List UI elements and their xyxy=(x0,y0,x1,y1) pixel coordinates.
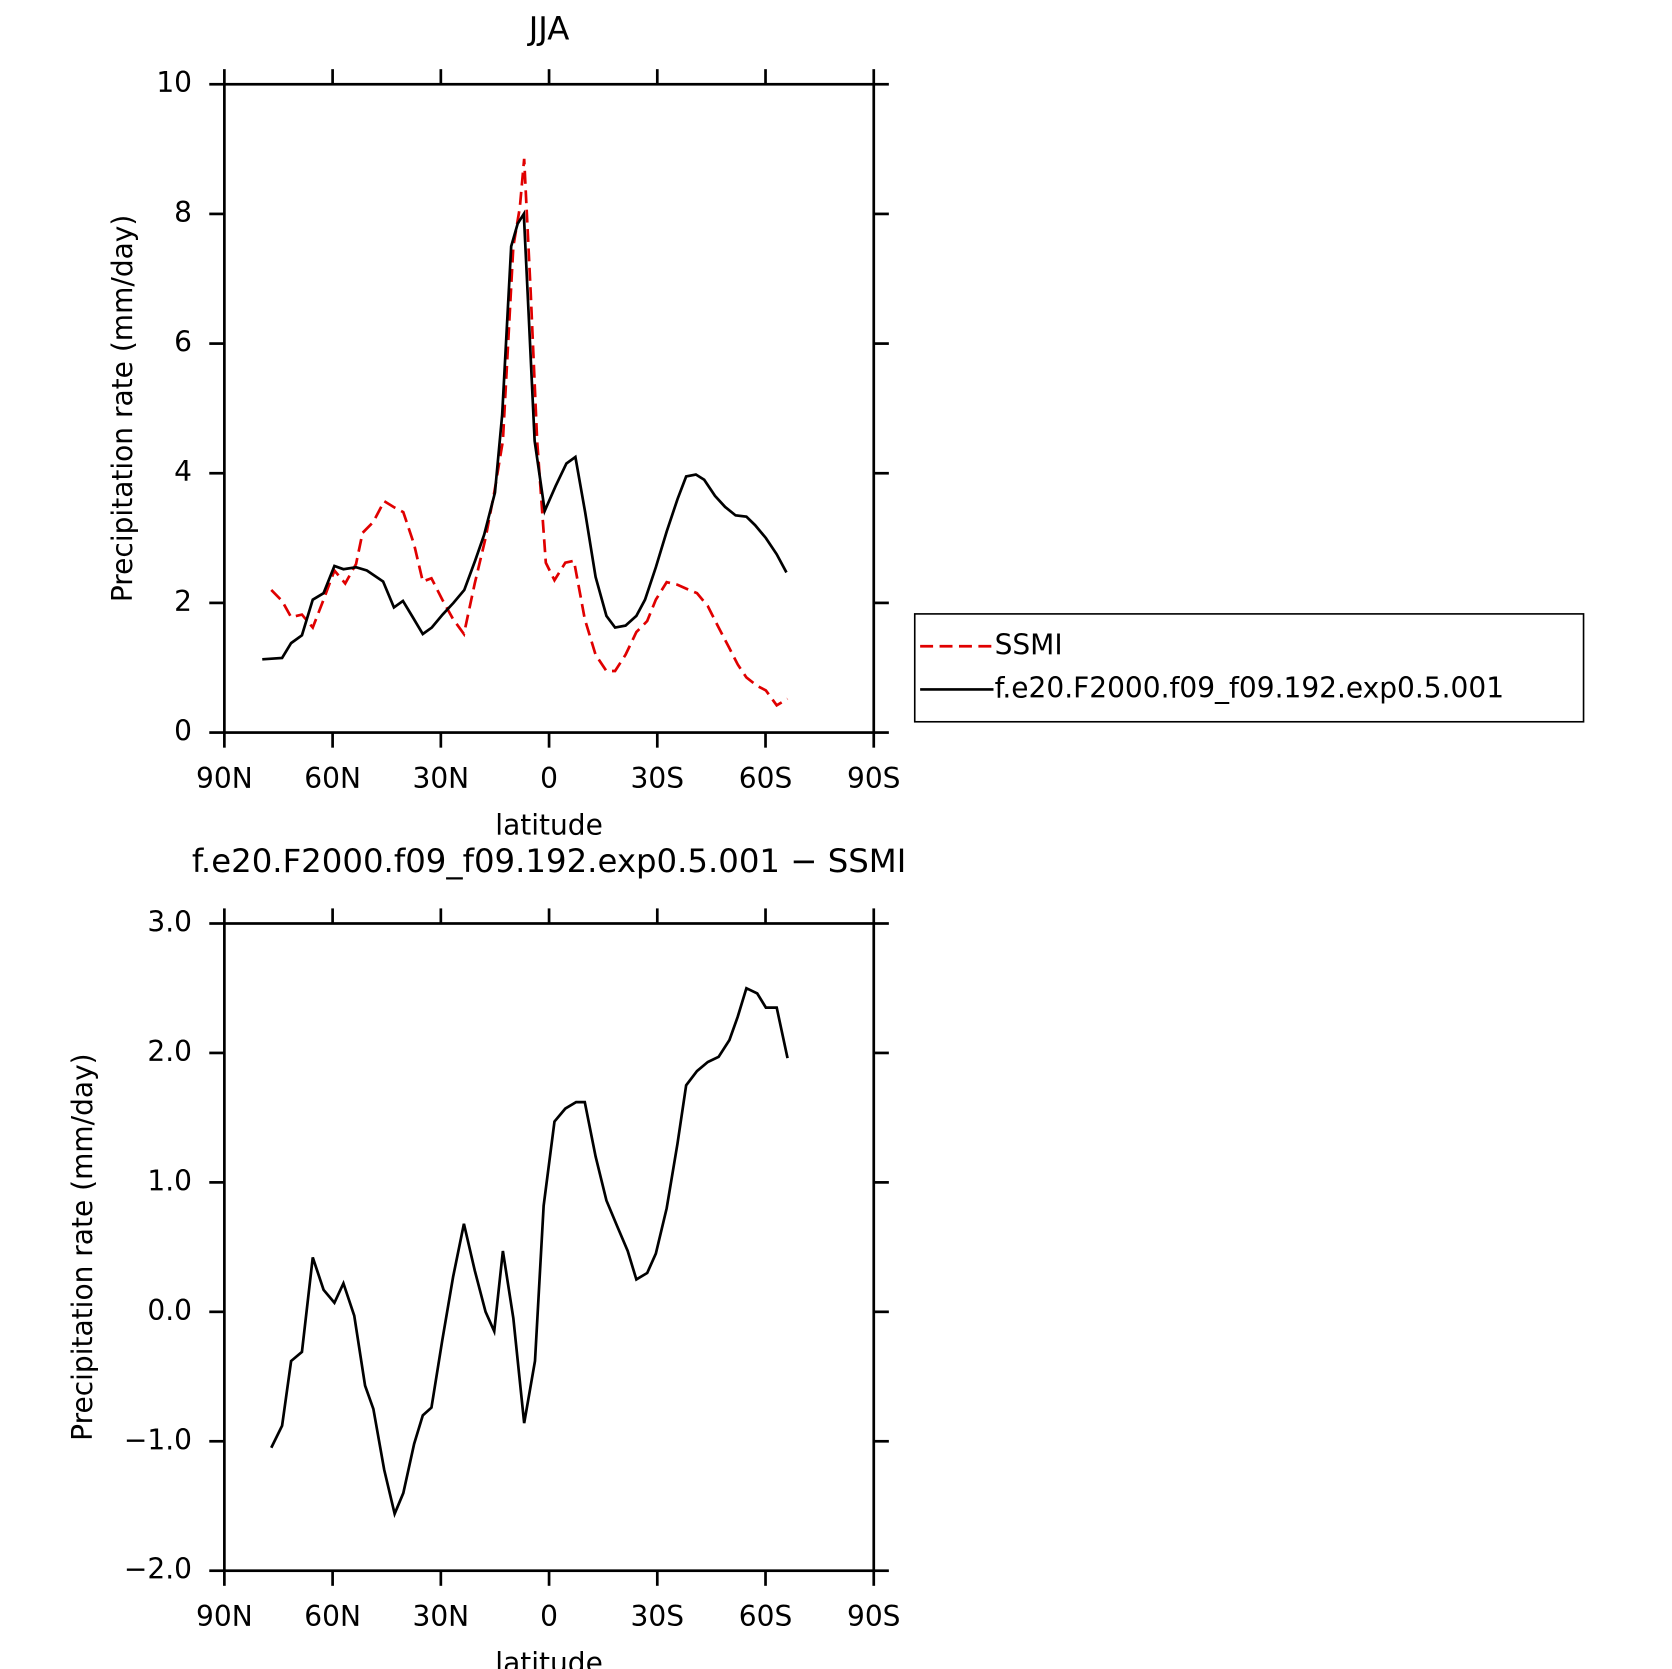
y-tick-label: −2.0 xyxy=(124,1553,192,1586)
y-tick-label: 8 xyxy=(174,196,192,229)
x-tick-label: 90N xyxy=(196,1600,253,1633)
legend-label: f.e20.F2000.f09_f09.192.exp0.5.001 xyxy=(995,671,1504,704)
x-axis-label: latitude xyxy=(495,808,603,841)
x-tick-label: 30S xyxy=(631,762,684,795)
x-tick-label: 90N xyxy=(196,762,253,795)
plot-frame xyxy=(223,922,876,1573)
y-tick-label: 1.0 xyxy=(147,1164,192,1197)
y-tick-label: 10 xyxy=(156,66,192,99)
x-tick-label: 90S xyxy=(847,1600,900,1633)
y-axis-label: Precipitation rate (mm/day) xyxy=(106,215,139,602)
y-tick-label: 4 xyxy=(174,455,192,488)
x-tick-label: 0 xyxy=(540,762,558,795)
data-line xyxy=(270,158,789,708)
y-axis-label: Precipitation rate (mm/day) xyxy=(66,1053,99,1440)
legend-label: SSMI xyxy=(995,628,1063,661)
x-tick-label: 30N xyxy=(413,762,470,795)
x-tick-label: 60S xyxy=(739,1600,792,1633)
y-tick-label: 2 xyxy=(174,585,192,618)
plot-frame xyxy=(223,82,876,734)
x-tick-label: 60N xyxy=(304,762,361,795)
y-tick-label: 3.0 xyxy=(147,905,192,938)
y-tick-label: 2.0 xyxy=(147,1035,192,1068)
y-tick-label: 0.0 xyxy=(147,1294,192,1327)
x-tick-label: 30N xyxy=(413,1600,470,1633)
x-tick-label: 90S xyxy=(847,762,900,795)
legend-box xyxy=(913,613,1585,723)
chart-title: JJA xyxy=(527,9,570,47)
data-line xyxy=(270,986,789,1519)
chart-title: f.e20.F2000.f09_f09.192.exp0.5.001 − SSM… xyxy=(192,842,906,880)
x-axis-label: latitude xyxy=(495,1647,603,1669)
x-tick-label: 30S xyxy=(631,1600,684,1633)
data-line xyxy=(262,209,788,661)
y-tick-label: −1.0 xyxy=(124,1423,192,1456)
y-tick-label: 6 xyxy=(174,326,192,359)
x-tick-label: 0 xyxy=(540,1600,558,1633)
y-tick-label: 0 xyxy=(174,715,192,748)
x-tick-label: 60N xyxy=(304,1600,361,1633)
x-tick-label: 60S xyxy=(739,762,792,795)
